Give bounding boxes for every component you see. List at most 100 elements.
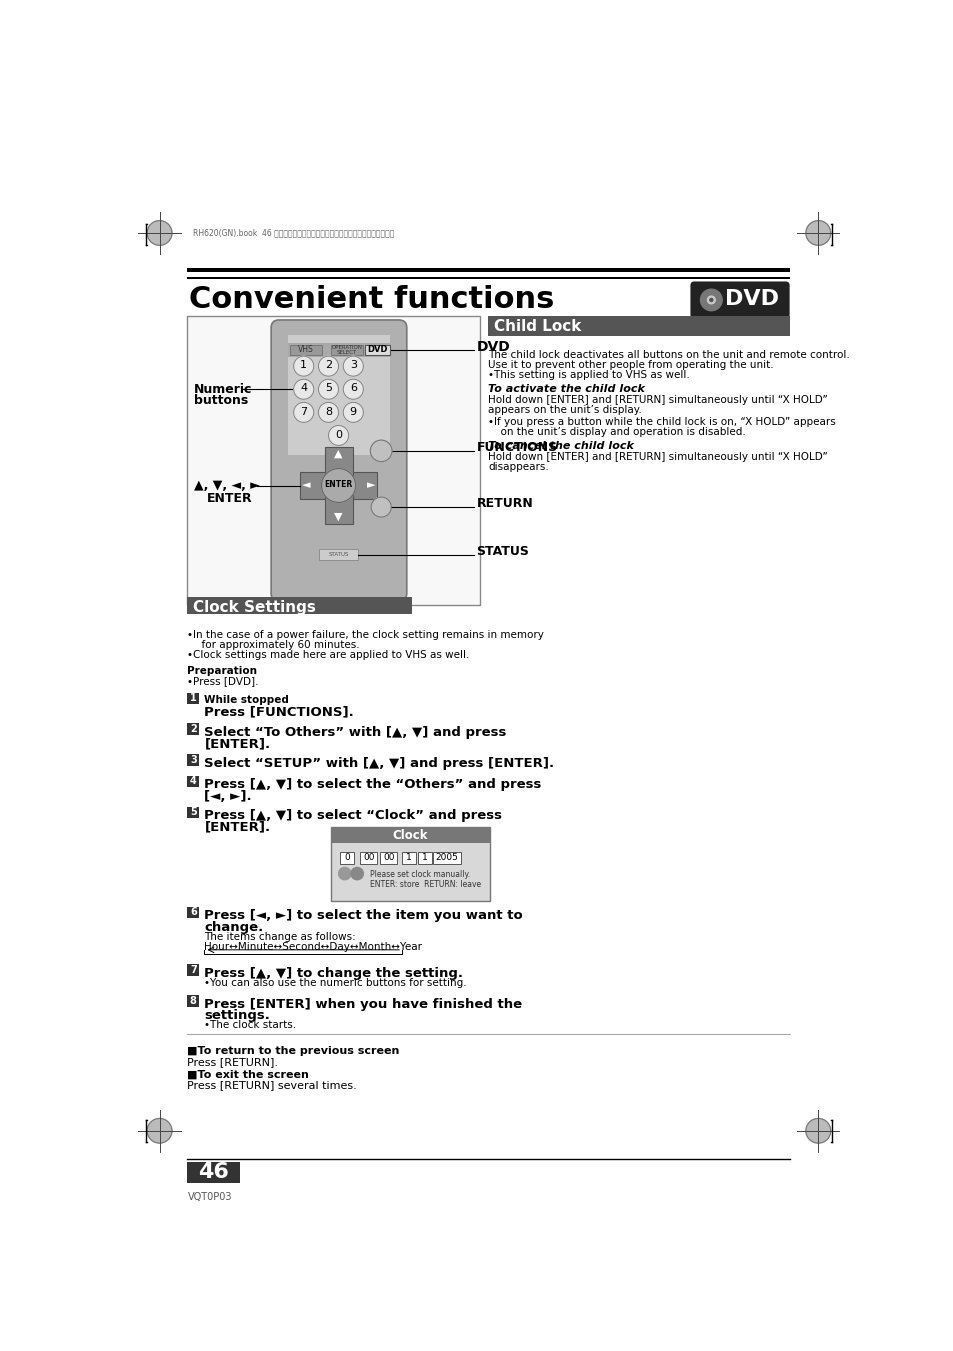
Bar [331, 345, 363, 355]
Text: 0: 0 [344, 852, 350, 862]
Text: 2: 2 [325, 361, 332, 370]
Bar [187, 807, 199, 819]
Circle shape [318, 403, 338, 423]
Text: Press [RETURN] several times.: Press [RETURN] several times. [187, 1079, 356, 1090]
Circle shape [294, 403, 314, 423]
Circle shape [805, 220, 830, 246]
Circle shape [328, 426, 348, 446]
Text: 6: 6 [350, 384, 356, 393]
Bar [290, 345, 322, 355]
Text: Child Lock: Child Lock [493, 319, 580, 334]
Text: appears on the unit’s display.: appears on the unit’s display. [488, 405, 641, 416]
Text: 00: 00 [363, 852, 375, 862]
Text: •The clock starts.: •The clock starts. [204, 1020, 296, 1029]
Text: ■To exit the screen: ■To exit the screen [187, 1069, 309, 1079]
Text: DVD: DVD [724, 289, 779, 309]
Circle shape [321, 469, 355, 503]
Text: •If you press a button while the child lock is on, “X HOLD” appears: •If you press a button while the child l… [488, 417, 835, 427]
Text: Hold down [ENTER] and [RETURN] simultaneously until “X HOLD”: Hold down [ENTER] and [RETURN] simultane… [488, 396, 827, 405]
Text: 00: 00 [383, 852, 395, 862]
Text: Please set clock manually.: Please set clock manually. [369, 870, 469, 878]
Text: ENTER: ENTER [207, 492, 253, 505]
Bar [187, 754, 199, 766]
FancyBboxPatch shape [690, 281, 789, 319]
Text: Use it to prevent other people from operating the unit.: Use it to prevent other people from oper… [488, 359, 773, 370]
Text: Select “SETUP” with [▲, ▼] and press [ENTER].: Select “SETUP” with [▲, ▼] and press [EN… [204, 757, 554, 770]
Text: STATUS: STATUS [476, 546, 529, 558]
Text: 1: 1 [406, 852, 412, 862]
Text: Convenient functions: Convenient functions [189, 285, 554, 313]
Circle shape [343, 403, 363, 423]
Text: RH620(GN).book  46 ページ　２００５年５月２５日　水曜日　午後１２時２分: RH620(GN).book 46 ページ ２００５年５月２５日 水曜日 午後１… [193, 228, 394, 238]
Circle shape [371, 497, 391, 517]
Circle shape [338, 867, 351, 880]
Bar [365, 345, 390, 355]
Text: 0: 0 [335, 430, 342, 439]
Text: ▲: ▲ [334, 449, 342, 458]
Text: The child lock deactivates all buttons on the unit and remote control.: The child lock deactivates all buttons o… [488, 350, 849, 359]
Text: 2005: 2005 [436, 852, 458, 862]
Text: ENTER: store  RETURN: leave: ENTER: store RETURN: leave [369, 880, 480, 889]
Bar [331, 827, 489, 901]
Text: for approximately 60 minutes.: for approximately 60 minutes. [195, 639, 359, 650]
Text: 1: 1 [421, 852, 427, 862]
Bar [187, 693, 199, 704]
Bar [187, 1162, 240, 1183]
Circle shape [318, 380, 338, 400]
Bar [433, 852, 460, 865]
Text: 3: 3 [350, 361, 356, 370]
Text: OPERATION
SELECT: OPERATION SELECT [332, 345, 362, 355]
Text: Press [RETURN].: Press [RETURN]. [187, 1056, 278, 1067]
Bar [187, 723, 199, 735]
Text: To activate the child lock: To activate the child lock [488, 384, 644, 394]
Text: Clock: Clock [392, 828, 427, 842]
Text: settings.: settings. [204, 1009, 270, 1023]
Text: change.: change. [204, 920, 263, 934]
Text: buttons: buttons [193, 394, 248, 407]
Text: •This setting is applied to VHS as well.: •This setting is applied to VHS as well. [488, 370, 689, 380]
Bar [319, 550, 357, 561]
Circle shape [147, 1119, 172, 1143]
Text: [ENTER].: [ENTER]. [204, 738, 271, 750]
Text: Clock Settings: Clock Settings [193, 600, 315, 615]
Bar [187, 316, 480, 605]
Bar [288, 343, 390, 357]
Bar [187, 269, 790, 273]
Text: on the unit’s display and operation is disabled.: on the unit’s display and operation is d… [494, 427, 745, 436]
Text: 2: 2 [190, 724, 196, 734]
Circle shape [343, 357, 363, 376]
Text: 1: 1 [300, 361, 307, 370]
Bar [187, 965, 199, 975]
Bar [331, 827, 489, 843]
Circle shape [709, 299, 712, 301]
Text: Press [ENTER] when you have finished the: Press [ENTER] when you have finished the [204, 997, 522, 1011]
Text: The items change as follows:: The items change as follows: [204, 932, 355, 942]
Circle shape [351, 867, 363, 880]
Text: 4: 4 [190, 777, 196, 786]
Circle shape [707, 296, 715, 304]
Text: Date: Date [423, 851, 447, 861]
Text: ◄: ◄ [301, 480, 310, 490]
Bar [187, 907, 199, 919]
Text: STATUS: STATUS [328, 551, 349, 557]
Text: Press [▲, ▼] to change the setting.: Press [▲, ▼] to change the setting. [204, 967, 463, 979]
Text: VQT0P03: VQT0P03 [187, 1193, 232, 1202]
Text: Press [◄, ►] to select the item you want to: Press [◄, ►] to select the item you want… [204, 909, 522, 921]
Text: Time: Time [357, 851, 381, 861]
Circle shape [805, 1119, 830, 1143]
Text: FUNCTIONS: FUNCTIONS [476, 442, 558, 454]
Text: •Clock settings made here are applied to VHS as well.: •Clock settings made here are applied to… [187, 650, 469, 659]
Text: 3: 3 [190, 755, 196, 765]
Circle shape [370, 440, 392, 462]
Bar [187, 277, 790, 280]
Text: Preparation: Preparation [187, 666, 257, 677]
Text: 5: 5 [325, 384, 332, 393]
Text: Hold down [ENTER] and [RETURN] simultaneously until “X HOLD”: Hold down [ENTER] and [RETURN] simultane… [488, 453, 827, 462]
Text: Hour↔Minute↔Second↔Day↔Month↔Year: Hour↔Minute↔Second↔Day↔Month↔Year [204, 942, 422, 952]
Text: 7: 7 [190, 965, 196, 975]
Bar [488, 316, 790, 336]
Text: Numeric: Numeric [193, 384, 252, 396]
Text: 8: 8 [190, 996, 196, 1005]
Bar [324, 447, 353, 524]
Bar [417, 852, 431, 865]
